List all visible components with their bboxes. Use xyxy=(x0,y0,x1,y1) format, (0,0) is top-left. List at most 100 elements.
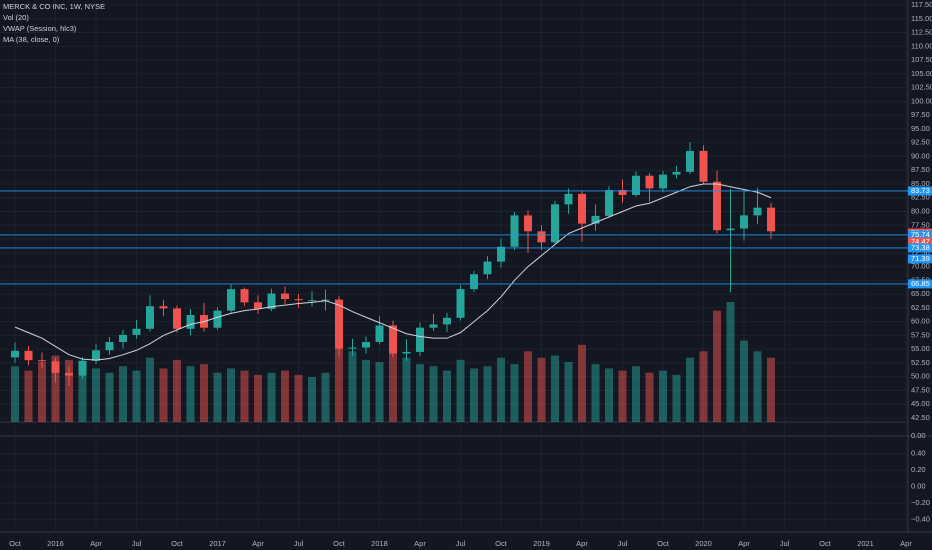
candle-body xyxy=(51,361,60,373)
y-tick-label: −0.40 xyxy=(911,515,930,524)
candle-body xyxy=(375,325,384,343)
candle-body xyxy=(767,207,775,232)
volume-bar xyxy=(78,364,87,422)
candle-body xyxy=(348,347,357,349)
candle-body xyxy=(186,315,195,329)
volume-bar xyxy=(618,370,627,422)
y-tick-label: 0.40 xyxy=(911,449,926,458)
y-tick-label: 97.50 xyxy=(911,110,930,119)
candle-body xyxy=(335,299,343,349)
x-tick-label: Oct xyxy=(819,539,832,548)
volume-bar xyxy=(38,362,46,422)
volume-bar xyxy=(186,366,195,422)
candle-body xyxy=(497,246,505,262)
volume-bar xyxy=(726,302,735,422)
y-tick-label: 47.50 xyxy=(911,385,930,394)
chart-title: MERCK & CO INC, 1W, NYSE xyxy=(3,2,105,11)
candle-body xyxy=(713,181,721,231)
y-tick-label: 107.50 xyxy=(911,55,932,64)
indicator-label: MA (38, close, 0) xyxy=(3,35,60,44)
volume-bar xyxy=(24,370,33,422)
candle-body xyxy=(213,310,222,328)
y-tick-label: 112.50 xyxy=(911,28,932,37)
price-badge xyxy=(908,230,932,240)
pane2-last-value: 0.00 xyxy=(911,431,926,440)
y-tick-label: 102.50 xyxy=(911,83,932,92)
y-tick-label: 55.00 xyxy=(911,344,930,353)
y-tick-label: 95.00 xyxy=(911,124,930,133)
x-tick-label: Apr xyxy=(576,539,588,548)
price-badge-label: 75.74 xyxy=(911,230,930,239)
y-tick-label: 50.00 xyxy=(911,372,930,381)
x-tick-label: Oct xyxy=(657,539,670,548)
y-tick-label: 0.00 xyxy=(911,482,926,491)
volume-bar xyxy=(524,351,532,422)
x-tick-label: 2019 xyxy=(533,539,550,548)
candle-body xyxy=(11,350,19,358)
candle-body xyxy=(389,325,397,354)
volume-bar xyxy=(429,366,438,422)
y-tick-label: 77.50 xyxy=(911,220,930,229)
candle-body xyxy=(173,308,181,329)
x-tick-label: Apr xyxy=(252,539,264,548)
axes: 42.50 45.00 47.50 50.00 52.50 55.00 57.50 60.00… xyxy=(9,0,932,548)
candle-body xyxy=(159,306,168,309)
y-tick-label: 0.20 xyxy=(911,465,926,474)
volume-bar xyxy=(767,357,775,422)
candle-body xyxy=(699,150,708,182)
price-badge xyxy=(908,279,932,289)
y-tick-label: 105.00 xyxy=(911,69,932,78)
candle-body xyxy=(551,204,559,243)
candle-body xyxy=(119,334,127,343)
price-badge xyxy=(908,243,932,253)
volume-bar xyxy=(753,351,762,422)
candle-body xyxy=(726,228,735,231)
candle-body xyxy=(443,317,451,325)
y-tick-label: 110.00 xyxy=(911,41,932,50)
volume-bar xyxy=(564,362,573,422)
candle-body xyxy=(267,293,276,309)
candle-body xyxy=(456,289,465,318)
volume-bar xyxy=(294,374,303,422)
candle-body xyxy=(659,174,667,189)
volume-bar xyxy=(686,357,694,422)
y-tick-label: 70.00 xyxy=(911,262,930,271)
volume-bar xyxy=(105,372,114,422)
volume-bar xyxy=(578,344,586,422)
volume-bar xyxy=(605,368,613,422)
price-badge-label: 83.73 xyxy=(911,186,930,195)
volume-bar xyxy=(335,319,343,422)
y-tick-label: 85.00 xyxy=(911,179,930,188)
y-tick-label: 80.00 xyxy=(911,206,930,215)
y-tick-label: 65.00 xyxy=(911,289,930,298)
volume-bar xyxy=(713,310,721,422)
candle-body xyxy=(227,289,235,311)
x-tick-label: Apr xyxy=(900,539,912,548)
volume-bar xyxy=(699,351,708,422)
volume-bar xyxy=(200,364,208,422)
y-tick-label: 57.50 xyxy=(911,330,930,339)
price-badge-label: 73.38 xyxy=(911,243,930,252)
candle-body xyxy=(537,231,546,243)
y-tick-label: 92.50 xyxy=(911,138,930,147)
volume-bar xyxy=(456,359,465,422)
volume-bar xyxy=(537,357,546,422)
candle-body xyxy=(605,190,613,216)
y-tick-label: 45.00 xyxy=(911,399,930,408)
y-tick-label: −0.20 xyxy=(911,498,930,507)
candle-body xyxy=(740,215,748,229)
y-tick-label: 62.50 xyxy=(911,303,930,312)
y-tick-label: 42.50 xyxy=(911,413,930,422)
price-badge xyxy=(908,254,932,264)
volume-bar xyxy=(173,359,181,422)
volume-bar xyxy=(119,366,127,422)
candle-body xyxy=(294,299,303,301)
volume-bar xyxy=(254,374,262,422)
y-tick-label: 117.50 xyxy=(911,0,932,9)
volume-bar xyxy=(65,359,73,422)
candle-body xyxy=(24,350,33,361)
x-tick-label: Jul xyxy=(618,539,628,548)
volume-bar xyxy=(672,374,681,422)
price-badge xyxy=(908,237,932,247)
